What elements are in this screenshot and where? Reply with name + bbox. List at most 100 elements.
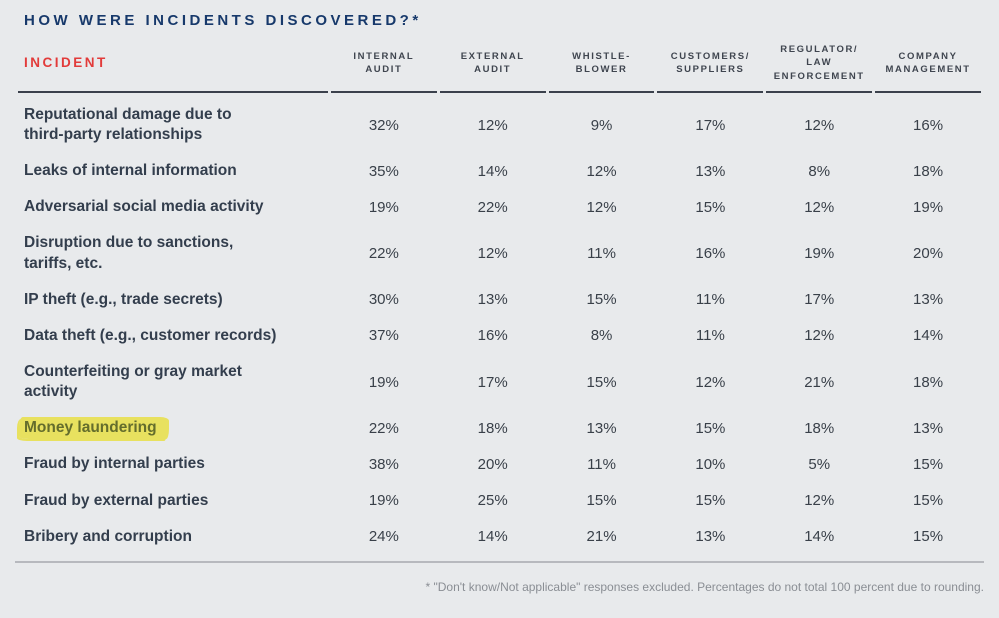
table-row: IP theft (e.g., trade secrets) 30% 13% 15% 1… [18, 282, 981, 318]
percentage-value: 13% [913, 419, 944, 437]
percentage-value: 12% [477, 245, 508, 263]
table-row: Leaks of internal information 35% 14% 12% 13… [18, 153, 981, 189]
percentage-value: 19% [913, 198, 944, 216]
percentage-value: 19% [368, 373, 399, 391]
percentage-value: 5% [808, 456, 831, 473]
percentage-value: 16% [913, 116, 944, 134]
percentage-value: 20% [477, 456, 508, 473]
percentage-value: 17% [804, 291, 835, 309]
percentage-value: 8% [808, 162, 831, 180]
incident-label: Disruption due to sanctions, tariffs, et… [24, 234, 234, 272]
percentage-value: 18% [913, 162, 944, 180]
incident-label: IP theft (e.g., trade secrets) [24, 290, 223, 308]
percentage-value: 21% [804, 373, 835, 391]
percentage-value: 9% [590, 116, 613, 134]
percentage-value: 32% [368, 116, 399, 134]
footer-divider [15, 560, 984, 563]
highlighted-incident-label: Money laundering [19, 417, 169, 440]
percentage-value: 8% [590, 327, 613, 345]
percentage-value: 12% [804, 116, 835, 134]
percentage-value: 12% [804, 492, 835, 510]
percentage-value: 38% [368, 456, 399, 473]
percentage-value: 15% [586, 291, 617, 309]
percentage-value: 18% [913, 373, 944, 391]
percentage-value: 15% [913, 528, 944, 546]
percentage-value: 14% [477, 162, 508, 180]
table-header-row: INCIDENT INTERNAL AUDIT EXTERNAL AUDIT WHI… [18, 43, 981, 93]
incident-label: Reputational damage due to third-party r… [24, 105, 232, 144]
percentage-value: 15% [586, 373, 617, 391]
table-row: Adversarial social media activity 19% 22% 1… [18, 189, 981, 225]
percentage-value: 15% [695, 198, 726, 216]
percentage-value: 14% [913, 327, 944, 345]
table-row: Money laundering 22% 18% 13% 15% 18% 13% [18, 410, 981, 446]
percentage-value: 17% [477, 373, 508, 391]
percentage-value: 11% [587, 456, 616, 473]
percentage-value: 21% [586, 528, 617, 546]
percentage-value: 15% [913, 456, 944, 473]
percentage-value: 24% [368, 528, 399, 546]
incident-label: Adversarial social media activity [24, 198, 264, 216]
percentage-value: 19% [368, 198, 399, 216]
column-header: EXTERNAL AUDIT [439, 43, 546, 93]
percentage-value: 35% [368, 162, 399, 180]
report-page: HOW WERE INCIDENTS DISCOVERED?* INCIDENT… [15, 12, 984, 594]
percentage-value: 11% [587, 245, 616, 263]
incident-label: Leaks of internal information [24, 162, 237, 180]
percentage-value: 12% [586, 162, 617, 180]
percentage-value: 12% [804, 198, 835, 216]
percentage-value: 18% [477, 419, 508, 437]
percentage-value: 15% [695, 492, 726, 510]
incident-label: Money laundering [18, 410, 328, 446]
percentage-value: 13% [586, 419, 617, 437]
table-row: Bribery and corruption 24% 14% 21% 13% 14% 15% [18, 519, 981, 555]
percentage-value: 13% [477, 291, 508, 309]
percentage-value: 16% [477, 327, 508, 345]
percentage-value: 12% [477, 116, 508, 134]
percentage-value: 18% [804, 419, 835, 437]
incident-label: Data theft (e.g., customer records) [24, 326, 277, 344]
page-title: HOW WERE INCIDENTS DISCOVERED?* [24, 12, 422, 29]
percentage-value: 22% [368, 419, 399, 437]
table-row: Data theft (e.g., customer records) 37% 16… [18, 318, 981, 354]
incident-label: Fraud by internal parties [24, 455, 205, 473]
percentage-value: 11% [695, 291, 725, 309]
incidents-discovery-table: INCIDENT INTERNAL AUDIT EXTERNAL AUDIT WHI… [15, 43, 984, 555]
percentage-value: 37% [368, 327, 399, 345]
percentage-value: 19% [804, 245, 835, 263]
percentage-value: 14% [804, 528, 835, 546]
table-row: Reputational damage due to third-party r… [18, 93, 981, 153]
column-header: INTERNAL AUDIT [330, 43, 437, 93]
percentage-value: 19% [368, 492, 399, 510]
percentage-value: 22% [477, 198, 508, 216]
percentage-value: 15% [586, 492, 617, 510]
column-header: REGULATOR/ LAW ENFORCEMENT [766, 43, 873, 93]
percentage-value: 13% [695, 162, 726, 180]
percentage-value: 12% [695, 373, 726, 391]
footnote: * "Don't know/Not applicable" responses … [425, 579, 984, 594]
percentage-value: 25% [477, 492, 508, 510]
percentage-value: 22% [368, 245, 399, 263]
table-row: Fraud by internal parties 38% 20% 11% 10% 5% 1… [18, 446, 981, 482]
column-header: COMPANY MANAGEMENT [875, 43, 981, 93]
table-row: Disruption due to sanctions, tariffs, et… [18, 225, 981, 281]
percentage-value: 12% [586, 198, 617, 216]
column-header: WHISTLE- BLOWER [548, 43, 655, 93]
column-header: CUSTOMERS/ SUPPLIERS [657, 43, 764, 93]
percentage-value: 13% [695, 528, 726, 546]
percentage-value: 15% [695, 419, 726, 437]
percentage-value: 13% [913, 291, 944, 309]
percentage-value: 16% [695, 245, 726, 263]
percentage-value: 30% [368, 291, 399, 309]
incident-label: Fraud by external parties [24, 491, 209, 509]
percentage-value: 20% [913, 245, 944, 263]
percentage-value: 12% [804, 327, 835, 345]
table-row: Counterfeiting or gray market activity 19… [18, 354, 981, 410]
percentage-value: 15% [913, 492, 944, 510]
percentage-value: 14% [477, 528, 508, 546]
percentage-value: 17% [695, 116, 726, 134]
incident-column-header: INCIDENT [18, 43, 328, 93]
incident-label: Bribery and corruption [24, 527, 192, 545]
incident-label: Counterfeiting or gray market activity [24, 363, 242, 401]
percentage-value: 10% [695, 456, 726, 473]
